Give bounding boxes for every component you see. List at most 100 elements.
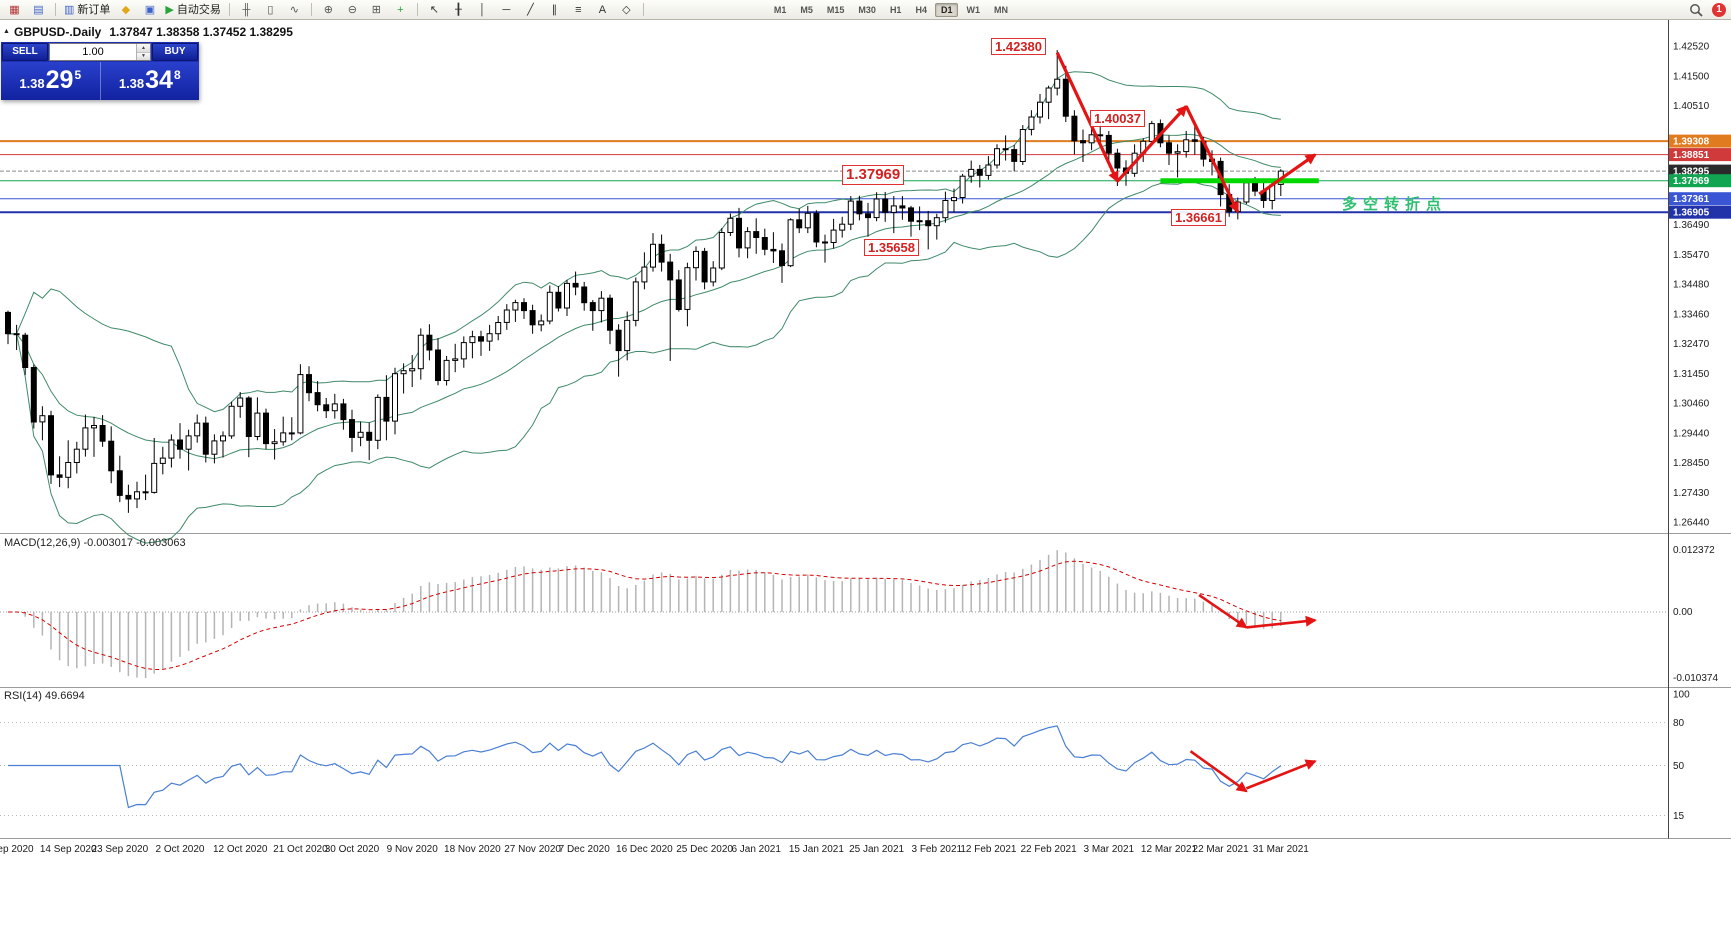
metaeditor-button[interactable]: ◆ [114, 1, 137, 19]
price-axis[interactable]: 1.42520 1.41500 1.40510 1.36490 1.35470 1.344… [1669, 42, 1731, 529]
svg-text:100: 100 [1673, 690, 1690, 701]
tile-windows-button[interactable]: ⊞ [365, 1, 388, 19]
spinner-up-icon[interactable]: ▲ [137, 44, 150, 53]
svg-text:27 Nov 2020: 27 Nov 2020 [504, 844, 561, 855]
horizontal-line-button[interactable]: ─ [495, 1, 518, 19]
sell-price-base: 1.38 [19, 76, 45, 91]
buy-quote[interactable]: 1.38 34 8 [101, 62, 200, 100]
timeframe-m5-button[interactable]: M5 [800, 4, 813, 15]
price-annotation-1.37969[interactable]: 1.37969 [842, 165, 905, 185]
svg-text:1.37969: 1.37969 [1673, 176, 1710, 187]
one-click-collapse-toggle[interactable]: ▲ [3, 28, 10, 35]
trend-annotations[interactable] [1055, 51, 1319, 214]
channel-button[interactable]: ∥ [543, 1, 566, 19]
text-icon: A [598, 3, 607, 16]
svg-text:25 Jan 2021: 25 Jan 2021 [849, 844, 904, 855]
data-window-icon: ▣ [144, 3, 156, 16]
text-button[interactable]: A [591, 1, 614, 19]
candles [5, 50, 1284, 513]
vertical-line-icon: │ [478, 3, 486, 16]
turning-point-note[interactable]: 多空转折点 [1342, 196, 1448, 213]
bar-chart-icon: ╫ [242, 3, 251, 16]
crosshair-button[interactable]: ╂ [447, 1, 470, 19]
one-click-trading-panel: SELL 1.00 ▲ ▼ BUY 1.38 29 5 1.38 [1, 42, 199, 100]
timeframe-m30-button[interactable]: M30 [858, 4, 876, 15]
zoom-in-button[interactable]: ⊕ [317, 1, 340, 19]
one-click-top-row: SELL 1.00 ▲ ▼ BUY [1, 42, 199, 62]
trendline-button[interactable]: ╱ [519, 1, 542, 19]
cursor-button[interactable]: ↖ [423, 1, 446, 19]
timeframe-h4-button[interactable]: H4 [915, 4, 927, 15]
search-button[interactable] [1684, 1, 1707, 19]
chart-title: GBPUSD-.Daily 1.37847 1.38358 1.37452 1.3… [14, 25, 293, 39]
zoom-in-icon: ⊕ [323, 3, 333, 16]
volume-spinner[interactable]: ▲ ▼ [136, 44, 150, 60]
rsi-label: RSI(14) 49.6694 [4, 690, 85, 702]
svg-text:-0.010374: -0.010374 [1673, 673, 1718, 684]
bar-chart-button[interactable]: ╫ [235, 1, 258, 19]
timeframe-h1-button[interactable]: H1 [889, 4, 902, 15]
profiles-icon: ▤ [33, 3, 44, 16]
rsi-pane[interactable]: 100 80 50 15 [0, 690, 1690, 823]
timeframe-d1-button[interactable]: D1 [934, 2, 959, 17]
vertical-line-button[interactable]: │ [471, 1, 494, 19]
autotrading-icon: ▶ [165, 3, 174, 16]
price-annotation-1.42380[interactable]: 1.42380 [991, 38, 1046, 55]
notification-badge[interactable]: 1 [1712, 2, 1726, 17]
autotrading-button[interactable]: ▶ 自动交易 [162, 1, 223, 19]
line-chart-button[interactable]: ∿ [283, 1, 306, 19]
toolbar-separator [416, 3, 418, 16]
sell-quote[interactable]: 1.38 29 5 [1, 62, 101, 100]
indicators-button[interactable]: + [389, 1, 412, 19]
buy-price-pips: 34 [145, 66, 173, 94]
volume-input[interactable]: 1.00 ▲ ▼ [49, 43, 151, 61]
svg-text:1.38295: 1.38295 [1673, 167, 1710, 178]
svg-text:6 Jan 2021: 6 Jan 2021 [731, 844, 781, 855]
timeframe-m15-button[interactable]: M15 [826, 4, 845, 15]
metaeditor-icon: ◆ [121, 3, 131, 16]
data-window-button[interactable]: ▣ [138, 1, 161, 19]
timeframe-toolbar: M1 M5 M15 M30 H1 H4 D1 W1 MN [768, 2, 1014, 17]
toolbar-separator [310, 3, 312, 16]
shapes-icon: ◇ [622, 3, 631, 16]
svg-text:1.32470: 1.32470 [1673, 339, 1710, 350]
macd-pane[interactable]: 0.012372 0.00 -0.010374 [0, 545, 1718, 684]
shapes-button[interactable]: ◇ [615, 1, 638, 19]
one-click-quote-row: 1.38 29 5 1.38 34 8 [1, 62, 199, 100]
line-chart-icon: ∿ [289, 3, 299, 16]
new-order-button[interactable]: ▥ 新订单 [61, 1, 113, 19]
search-icon [1689, 3, 1703, 17]
sell-price-fraction: 5 [74, 68, 82, 82]
price-annotation-1.40037[interactable]: 1.40037 [1090, 110, 1145, 127]
svg-text:12 Mar 2021: 12 Mar 2021 [1141, 844, 1198, 855]
timeframe-mn-button[interactable]: MN [993, 4, 1008, 15]
svg-text:1.41500: 1.41500 [1673, 72, 1710, 83]
new-order-button-label: 新订单 [77, 3, 111, 16]
sell-button[interactable]: SELL [2, 43, 48, 61]
candlestick-chart-button[interactable]: ▯ [259, 1, 282, 19]
macd-label: MACD(12,26,9) -0.003017 -0.003063 [4, 537, 186, 549]
candlestick-chart-icon: ▯ [267, 3, 274, 16]
new-chart-button[interactable]: ▦ [3, 1, 26, 19]
spinner-down-icon[interactable]: ▼ [137, 52, 150, 60]
svg-text:1.28450: 1.28450 [1673, 458, 1710, 469]
price-annotation-1.36661[interactable]: 1.36661 [1171, 209, 1226, 226]
svg-text:15 Jan 2021: 15 Jan 2021 [789, 844, 844, 855]
profiles-button[interactable]: ▤ [27, 1, 50, 19]
svg-text:3 Feb 2021: 3 Feb 2021 [911, 844, 962, 855]
zoom-out-icon: ⊖ [347, 3, 357, 16]
fibonacci-button[interactable]: ≡ [567, 1, 590, 19]
volume-value: 1.00 [82, 46, 104, 58]
zoom-out-button[interactable]: ⊖ [341, 1, 364, 19]
svg-text:1.40510: 1.40510 [1673, 101, 1710, 112]
timeframe-w1-button[interactable]: W1 [966, 4, 980, 15]
svg-text:9 Nov 2020: 9 Nov 2020 [387, 844, 439, 855]
timeframe-m1-button[interactable]: M1 [773, 4, 787, 15]
main-price-pane[interactable] [0, 140, 1668, 214]
buy-button[interactable]: BUY [152, 43, 198, 61]
toolbar-right: 1 [1684, 1, 1728, 19]
price-annotation-1.35658[interactable]: 1.35658 [864, 239, 919, 256]
